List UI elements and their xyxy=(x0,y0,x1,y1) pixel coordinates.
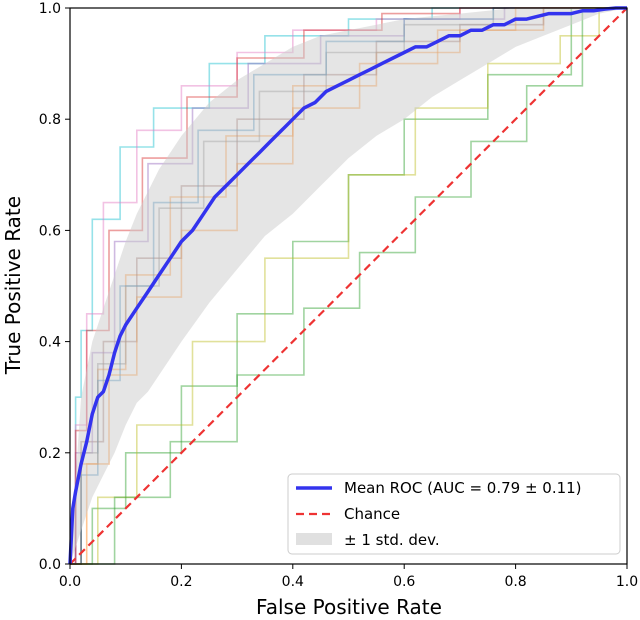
y-axis-title: True Positive Rate xyxy=(1,196,25,375)
x-tick-label: 0.8 xyxy=(504,574,526,590)
x-tick-label: 0.0 xyxy=(59,574,81,590)
x-tick-label: 0.4 xyxy=(282,574,304,590)
legend-box xyxy=(287,473,621,555)
legend-std-swatch xyxy=(296,533,332,545)
y-tick-label: 1.0 xyxy=(39,1,61,17)
mean-roc-line xyxy=(68,6,627,565)
x-tick-label: 0.2 xyxy=(170,574,192,590)
fold-curve-11 xyxy=(70,7,627,565)
legend-mean-roc-label: Mean ROC (AUC = 0.79 ± 0.11) xyxy=(344,479,582,497)
y-axis: 0.0 0.2 0.4 0.6 0.8 1.0 xyxy=(39,1,70,573)
legend-std-label: ± 1 std. dev. xyxy=(344,531,440,549)
legend-chance-label: Chance xyxy=(344,505,400,523)
y-tick-label: 0.4 xyxy=(39,335,61,351)
x-axis-title: False Positive Rate xyxy=(256,595,442,619)
fold-curve-6 xyxy=(70,7,627,565)
fold-curve-1 xyxy=(70,7,627,565)
chance-line xyxy=(69,7,628,565)
legend: Mean ROC (AUC = 0.79 ± 0.11) Chance ± 1 … xyxy=(287,473,621,555)
x-tick-label: 1.0 xyxy=(616,574,638,590)
fold-curve-4 xyxy=(70,7,627,565)
x-axis: 0.0 0.2 0.4 0.6 0.8 1.0 xyxy=(59,564,638,590)
x-tick-label: 0.6 xyxy=(393,574,415,590)
std-band-area xyxy=(70,8,627,564)
y-tick-label: 0.2 xyxy=(39,446,61,462)
y-tick-label: 0.6 xyxy=(39,223,61,239)
plot-frame xyxy=(69,7,628,565)
y-tick-label: 0.0 xyxy=(39,557,61,573)
y-tick-label: 0.8 xyxy=(39,112,61,128)
